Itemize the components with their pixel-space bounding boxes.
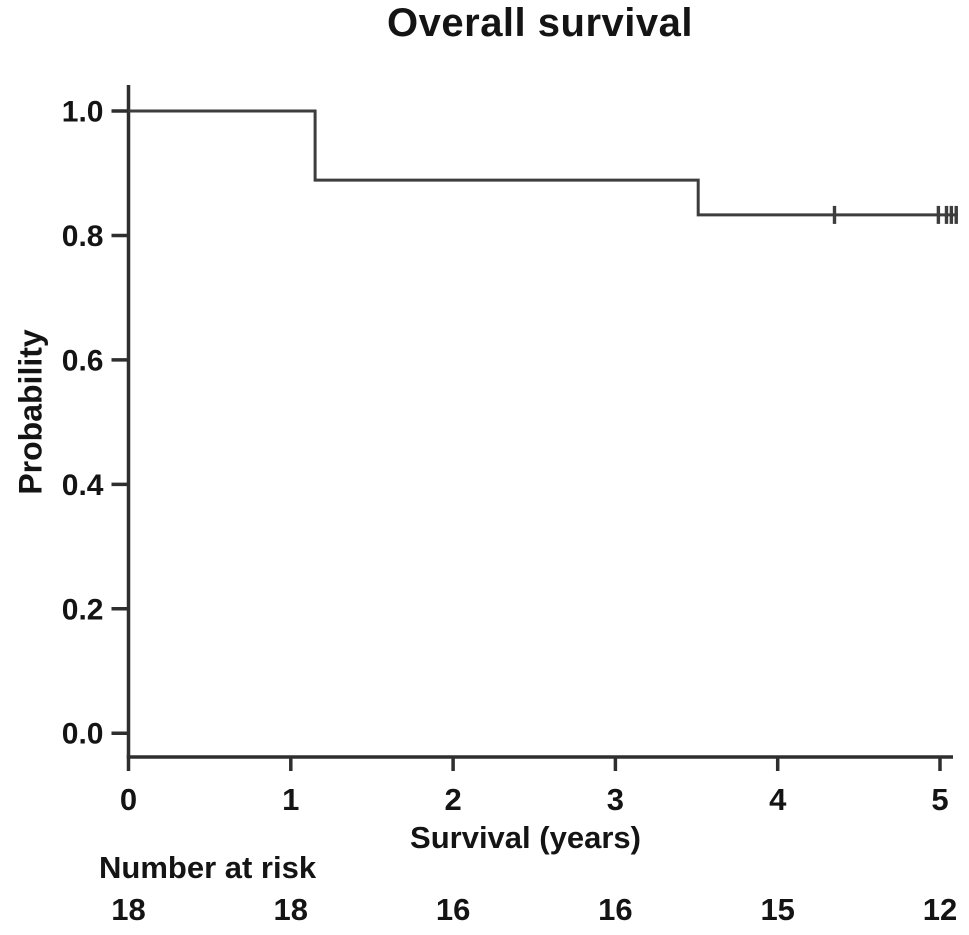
ticks-group xyxy=(111,109,942,771)
risk-count: 16 xyxy=(598,892,633,927)
risk-count: 18 xyxy=(273,892,309,927)
y-tick-label: 0.2 xyxy=(62,593,104,626)
y-tick-label: 0.6 xyxy=(62,344,104,377)
x-tick-label: 3 xyxy=(607,782,624,817)
risk-count: 18 xyxy=(111,892,146,927)
y-tick-label: 0.0 xyxy=(62,718,104,751)
axes-group xyxy=(126,85,953,759)
y-axis-title: Probability xyxy=(12,329,49,495)
x-tick-label: 5 xyxy=(931,782,948,817)
tick-labels-group: 0.0 0.2 0.4 0.6 0.8 1.0 0 1 2 3 4 5 xyxy=(62,96,949,818)
x-tick-label: 2 xyxy=(444,782,461,817)
x-axis-title: Survival (years) xyxy=(410,820,641,855)
x-tick-label: 4 xyxy=(769,782,787,817)
y-tick-label: 0.8 xyxy=(62,220,104,253)
x-tick-label: 1 xyxy=(282,782,299,817)
x-tick-label: 0 xyxy=(120,782,137,817)
y-tick-label: 1.0 xyxy=(62,96,104,129)
y-tick-label: 0.4 xyxy=(62,469,104,502)
risk-count: 15 xyxy=(760,892,795,927)
survival-curve-group xyxy=(128,109,958,217)
chart-title: Overall survival xyxy=(387,1,693,45)
censor-marks-group xyxy=(832,205,958,224)
risk-count: 12 xyxy=(922,892,958,927)
risk-count: 16 xyxy=(435,892,471,927)
number-at-risk-label: Number at risk xyxy=(99,850,317,885)
survival-step-curve xyxy=(128,109,958,217)
